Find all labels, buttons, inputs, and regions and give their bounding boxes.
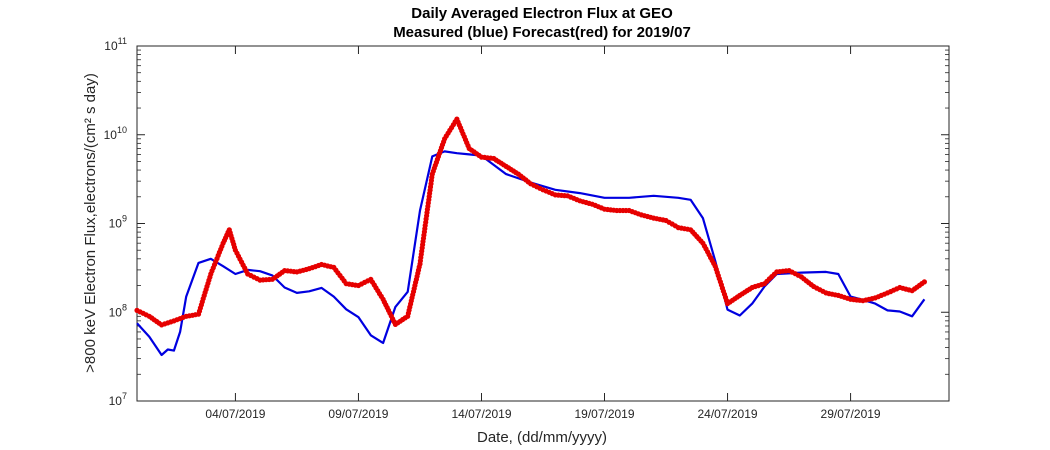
y-tick-label: 109: [109, 214, 127, 231]
x-tick-label: 14/07/2019: [451, 407, 511, 421]
y-tick-label: 108: [109, 302, 127, 319]
x-tick-label: 29/07/2019: [821, 407, 881, 421]
plot-area: 107 108 109 1010 1011 04/07/2019 09/07/2019 14/…: [104, 36, 950, 421]
chart-title-line-1: Daily Averaged Electron Flux at GEO: [411, 5, 673, 22]
x-tick-label: 24/07/2019: [698, 407, 758, 421]
x-tick-label: 19/07/2019: [574, 407, 634, 421]
y-tick-label: 107: [109, 391, 127, 408]
x-tick-label: 09/07/2019: [328, 407, 388, 421]
x-tick-label: 04/07/2019: [205, 407, 265, 421]
y-tick-label: 1011: [104, 36, 127, 53]
y-tick-label: 1010: [104, 125, 127, 142]
y-axis-label: >800 keV Electron Flux,electrons/(cm² s …: [82, 73, 99, 373]
forecast-point: [921, 279, 928, 285]
chart-title-line-2: Measured (blue) Forecast(red) for 2019/0…: [393, 24, 691, 41]
x-axis-label: Date, (dd/mm/yyyy): [477, 429, 607, 446]
